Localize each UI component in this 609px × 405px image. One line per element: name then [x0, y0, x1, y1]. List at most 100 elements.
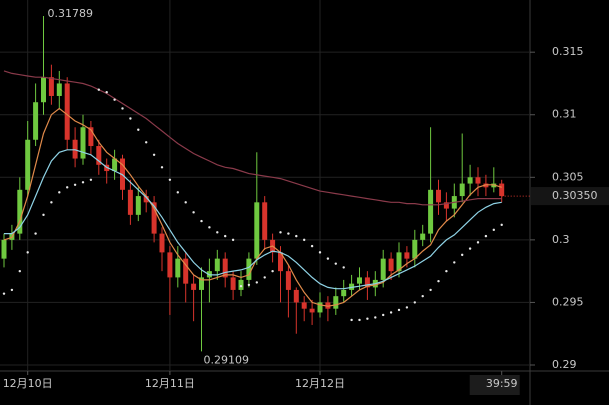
candle-body: [499, 183, 505, 197]
last-price-label: 0.30350: [552, 189, 598, 202]
indicator-dot: [405, 306, 409, 309]
indicator-dot: [2, 292, 6, 295]
candle-body: [491, 183, 497, 188]
candle-body: [396, 252, 402, 272]
indicator-dot: [255, 281, 258, 284]
indicator-dot: [303, 238, 306, 242]
indicator-dot: [397, 308, 401, 312]
indicator-dot: [429, 288, 432, 292]
x-tick-label: 12月10日: [3, 377, 53, 390]
candle-body: [467, 177, 473, 184]
candle-body: [309, 308, 315, 313]
indicator-dot: [58, 191, 61, 194]
indicator-dot: [461, 253, 464, 257]
indicator-dot: [129, 117, 132, 120]
candle-body: [475, 177, 481, 184]
indicator-dot: [389, 311, 393, 314]
y-tick-label: 0.3: [552, 233, 570, 246]
candle-body: [357, 277, 362, 284]
candle-body: [278, 252, 283, 272]
indicator-dot: [200, 219, 203, 223]
candle-body: [293, 289, 299, 303]
candle-body: [96, 146, 102, 165]
moving-average-line: [3, 70, 502, 206]
indicator-dot: [484, 234, 488, 238]
candle-body: [33, 102, 39, 140]
y-tick-label: 0.31: [552, 108, 577, 121]
candle-body: [64, 83, 70, 140]
max-annotation: 0.31789: [48, 7, 94, 20]
candle-body: [214, 258, 220, 272]
indicator-dot: [295, 234, 298, 238]
indicator-dot: [445, 269, 448, 273]
indicator-dot: [168, 178, 172, 182]
indicator-dot: [358, 318, 361, 322]
candle-body: [127, 189, 133, 215]
y-tick-label: 0.29: [552, 358, 577, 371]
candle-body: [88, 127, 94, 147]
indicator-dot: [34, 232, 37, 235]
indicator-dot: [105, 91, 108, 94]
candle-body: [246, 258, 252, 280]
indicator-dot: [239, 284, 243, 288]
candle-body: [404, 252, 410, 259]
indicator-dot: [279, 231, 282, 234]
indicator-dot: [160, 166, 164, 169]
candle-body: [48, 77, 54, 96]
candle-body: [72, 139, 78, 159]
last-price-box: [531, 187, 609, 206]
indicator-dot: [42, 213, 45, 217]
candle-body: [238, 279, 244, 290]
indicator-dot: [476, 241, 480, 244]
candle-body: [41, 77, 46, 103]
candle-body: [199, 277, 204, 290]
candle-body: [388, 258, 394, 272]
indicator-dot: [81, 181, 85, 184]
y-tick-label: 0.315: [552, 45, 584, 58]
indicator-dot: [342, 266, 345, 269]
indicator-dot: [421, 294, 424, 298]
candle-body: [80, 127, 86, 159]
indicator-dot: [216, 231, 219, 234]
indicator-dot: [208, 226, 211, 229]
indicator-dot: [437, 279, 440, 283]
indicator-dot: [334, 262, 337, 265]
indicator-dot: [500, 223, 503, 227]
candle-body: [254, 202, 260, 259]
candle-body: [262, 202, 268, 240]
indicator-dot: [468, 247, 472, 250]
candle-body: [1, 239, 7, 259]
candle-body: [159, 233, 165, 253]
indicator-dot: [247, 283, 251, 287]
candle-body: [349, 283, 355, 290]
indicator-dot: [97, 88, 101, 91]
indicator-dot: [310, 244, 314, 248]
x-tick-label: 39:59: [486, 377, 518, 390]
candle-body: [285, 271, 291, 290]
candle-body: [143, 196, 149, 203]
candle-body: [17, 189, 23, 234]
candle-body: [230, 277, 236, 290]
indicator-dot: [318, 251, 322, 254]
indicator-dot: [66, 186, 69, 189]
indicator-dot: [192, 211, 195, 214]
indicator-dot: [366, 317, 369, 320]
candle-body: [191, 283, 197, 290]
candle-body: [420, 233, 426, 240]
indicator-dot: [453, 261, 456, 264]
candle-body: [25, 139, 31, 190]
candle-body: [167, 252, 173, 278]
candle-body: [412, 239, 418, 259]
indicator-dot: [184, 201, 187, 204]
indicator-dot: [231, 238, 235, 242]
indicator-dot: [350, 318, 353, 322]
indicator-dot: [26, 251, 29, 254]
x-tick-label: 12月12日: [295, 377, 345, 390]
candle-body: [325, 302, 331, 309]
y-tick-label: 0.295: [552, 295, 584, 308]
candle-body: [443, 202, 449, 209]
indicator-dot: [121, 107, 124, 110]
candle-body: [56, 83, 62, 96]
candle-body: [112, 158, 118, 172]
indicator-dot: [413, 301, 416, 304]
